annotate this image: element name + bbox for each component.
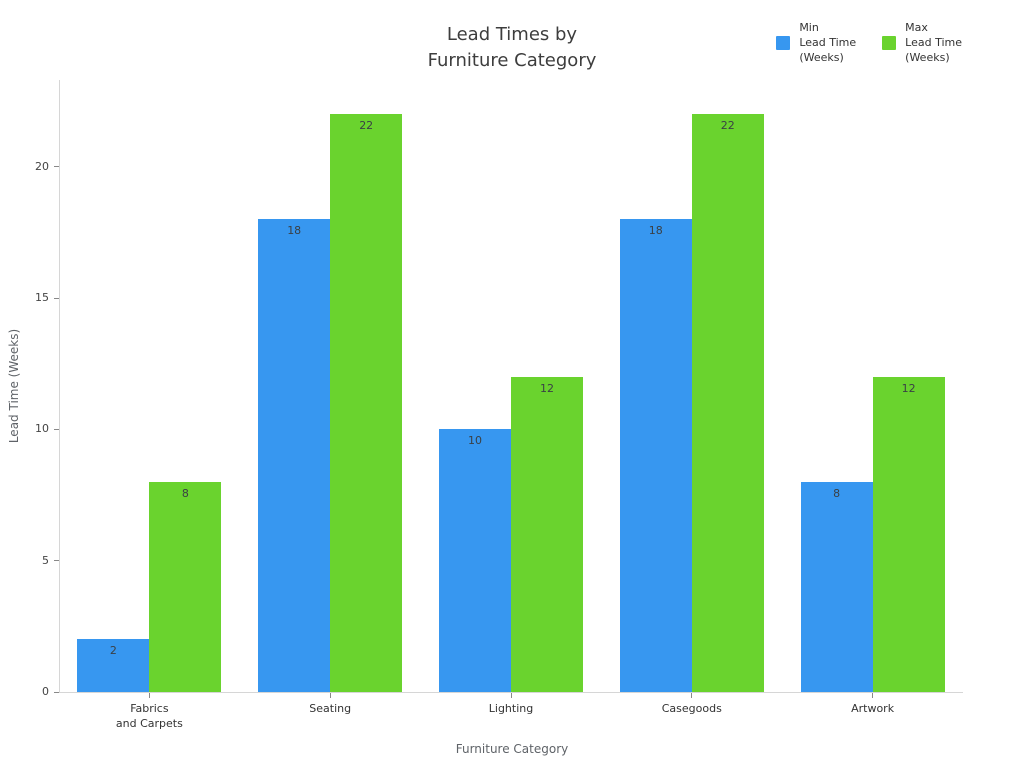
y-tick-label: 20 [35, 159, 49, 173]
x-axis-title: Furniture Category [455, 742, 569, 756]
y-tick-label: 10 [35, 422, 49, 436]
x-tick-mark [329, 693, 331, 698]
legend-label-min: Min Lead Time (Weeks) [799, 21, 857, 64]
x-tick-label: Lighting [488, 702, 534, 715]
x-tick-mark [510, 693, 512, 698]
legend-label-max: Max Lead Time (Weeks) [905, 21, 962, 64]
x-tick-label: Artwork [851, 702, 895, 715]
bar-max [330, 114, 403, 692]
y-tick-mark [54, 297, 59, 299]
y-tick-mark [54, 560, 59, 562]
x-tick-label: Seating [309, 702, 352, 715]
chart-title: Lead Times by Furniture Category [427, 24, 597, 71]
bar-min [619, 219, 692, 692]
bar-value-label: 8 [181, 486, 189, 500]
bar-min [258, 219, 331, 692]
x-tick-label: Fabrics and Carpets [115, 702, 183, 730]
legend-swatch-max-icon [882, 35, 897, 50]
bar-value-label: 8 [833, 486, 841, 500]
bar-value-label: 2 [109, 644, 117, 658]
x-axis-line [59, 692, 963, 693]
bar-value-label: 10 [468, 434, 482, 448]
bar-value-label: 12 [901, 381, 916, 395]
bar-max [872, 376, 945, 692]
x-tick-mark [691, 693, 693, 698]
bar-value-label: 18 [287, 224, 302, 238]
x-tick-label: Casegoods [661, 702, 722, 715]
x-tick-mark [872, 693, 874, 698]
bar-min [800, 481, 873, 692]
bar-value-label: 12 [540, 381, 554, 395]
bar-min [77, 639, 150, 692]
bar-value-label: 18 [648, 224, 663, 238]
y-axis-title: Lead Time (Weeks) [7, 328, 21, 444]
bar-max [149, 481, 222, 692]
y-tick-mark [54, 691, 59, 693]
bar-max [691, 114, 764, 692]
y-tick-mark [54, 166, 59, 168]
legend-item-max: Max Lead Time (Weeks) [882, 20, 962, 65]
y-tick-label: 15 [35, 291, 49, 304]
y-axis-line [59, 80, 60, 692]
x-tick-mark [148, 693, 150, 698]
y-tick-label: 5 [42, 553, 49, 567]
legend: Min Lead Time (Weeks) Max Lead Time (Wee… [776, 20, 962, 65]
bar-min [439, 429, 511, 692]
bar-value-label: 22 [359, 119, 374, 133]
legend-swatch-min-icon [776, 35, 791, 50]
legend-item-min: Min Lead Time (Weeks) [776, 20, 856, 65]
bar-max [511, 376, 583, 692]
bar-value-label: 22 [720, 119, 735, 133]
y-tick-label: 0 [42, 685, 49, 698]
y-tick-mark [54, 428, 59, 430]
